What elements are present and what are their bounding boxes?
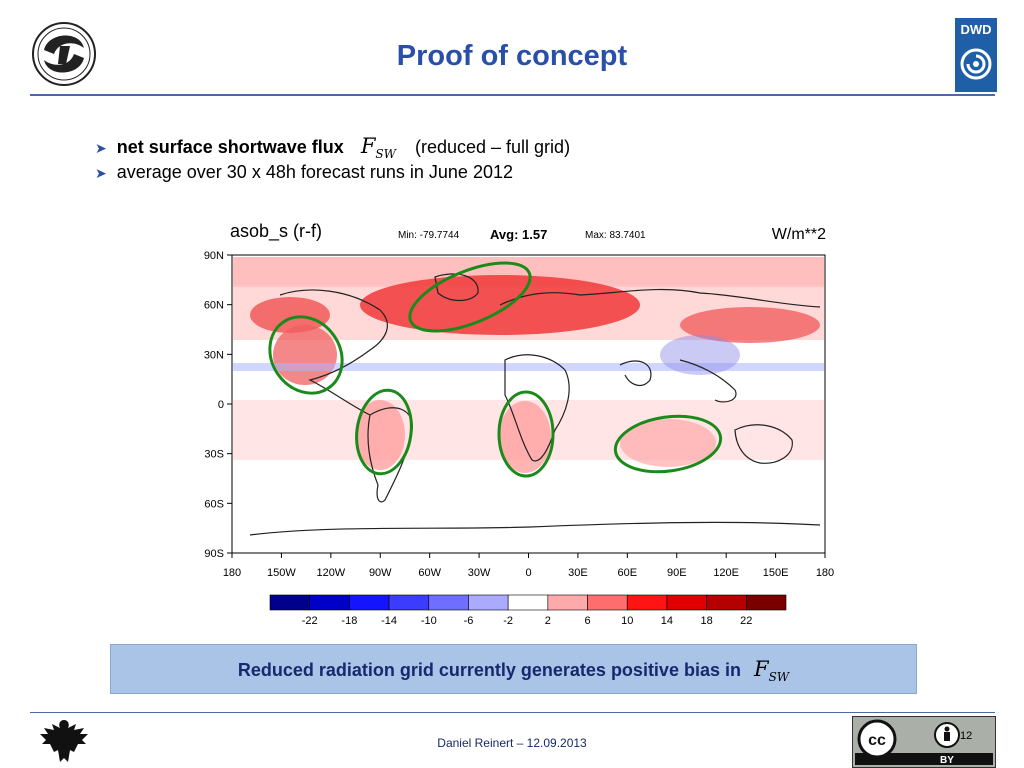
x-tick-label: 90W bbox=[369, 567, 392, 579]
bias-map-chart: asob_s (r-f) Min: -79.7744 Avg: 1.57 Max… bbox=[204, 221, 834, 627]
colorbar-label: 6 bbox=[584, 615, 590, 627]
flux-symbol-sub: SW bbox=[375, 147, 396, 162]
colorbar-segment bbox=[428, 594, 469, 611]
dwd-logo-text: DWD bbox=[960, 22, 992, 37]
colorbar-segment bbox=[746, 594, 787, 611]
chart-title: asob_s (r-f) bbox=[230, 221, 322, 242]
x-tick-label: 120W bbox=[316, 567, 345, 579]
colorbar-label: -6 bbox=[464, 615, 474, 627]
colorbar-label: 14 bbox=[661, 615, 673, 627]
x-tick-label: 0 bbox=[525, 567, 531, 579]
chart-units-label: W/m**2 bbox=[772, 226, 826, 243]
banner-flux-symbol: FSW bbox=[754, 657, 790, 685]
footer-author-date: Daniel Reinert – 12.09.2013 bbox=[437, 736, 587, 750]
colorbar-segment bbox=[666, 594, 707, 611]
cc-by-icon: cc BY bbox=[855, 719, 993, 765]
highlight-ellipse bbox=[408, 261, 532, 333]
colorbar-label: -2 bbox=[503, 615, 513, 627]
bullet-1-bold: net surface shortwave flux bbox=[116, 137, 344, 157]
colorbar-label: 10 bbox=[621, 615, 633, 627]
highlight-ellipse bbox=[613, 414, 723, 474]
colorbar-segment bbox=[547, 594, 588, 611]
y-axis-ticks: 90N 60N 30N 0 30S 60S 90S bbox=[204, 250, 232, 560]
conclusion-banner: Reduced radiation grid currently generat… bbox=[110, 644, 917, 694]
institute-logo bbox=[32, 22, 96, 86]
cc-by-label: BY bbox=[940, 755, 954, 765]
cc-license-badge: cc BY bbox=[852, 716, 996, 768]
x-tick-label: 60W bbox=[418, 567, 441, 579]
y-tick-label: 90N bbox=[204, 250, 224, 262]
chart-min-label: Min: -79.7744 bbox=[398, 230, 460, 241]
x-tick-label: 30W bbox=[468, 567, 491, 579]
x-axis-ticks: 180 150W 120W 90W 60W 30W 0 30E 60E 90E 120E 150E 18… bbox=[223, 553, 834, 579]
federal-eagle-logo bbox=[40, 720, 88, 762]
y-tick-label: 30S bbox=[204, 449, 224, 461]
y-tick-label: 90S bbox=[204, 548, 224, 560]
conclusion-text-line: Reduced radiation grid currently generat… bbox=[111, 645, 916, 693]
bullet-1-rest: (reduced – full grid) bbox=[414, 137, 571, 157]
colorbar-segment bbox=[388, 594, 430, 611]
colorbar-label: 22 bbox=[740, 615, 752, 627]
chart-avg-label: Avg: 1.57 bbox=[490, 227, 547, 242]
banner-flux-main: F bbox=[754, 657, 769, 681]
colorbar-label: -22 bbox=[302, 615, 318, 627]
x-tick-label: 60E bbox=[618, 567, 638, 579]
x-tick-label: 90E bbox=[667, 567, 687, 579]
colorbar-segment bbox=[349, 594, 390, 611]
y-tick-label: 60S bbox=[204, 498, 224, 510]
page-title: Proof of concept bbox=[396, 40, 628, 72]
colorbar-label: 18 bbox=[700, 615, 712, 627]
colorbar: -22 -18 -14 -10 -6 -2 2 6 10 14 18 22 bbox=[269, 594, 787, 627]
y-tick-label: 30N bbox=[204, 349, 224, 361]
colorbar-segment bbox=[706, 594, 747, 611]
colorbar-segment bbox=[626, 594, 668, 611]
dwd-logo: DWD bbox=[955, 18, 997, 92]
flux-symbol: FSW bbox=[360, 134, 396, 162]
highlight-ellipse bbox=[268, 315, 344, 395]
conclusion-text: Reduced radiation grid currently generat… bbox=[237, 660, 741, 680]
colorbar-label: -18 bbox=[341, 615, 357, 627]
bullet-item-1: ➤ net surface shortwave flux FSW (reduced… bbox=[95, 134, 570, 161]
y-tick-label: 0 bbox=[218, 399, 224, 411]
bias-field bbox=[233, 257, 824, 473]
coastlines bbox=[249, 273, 821, 536]
banner-flux-sub: SW bbox=[768, 670, 790, 685]
bullet-arrow-icon: ➤ bbox=[95, 165, 107, 181]
page-number: 12 bbox=[960, 730, 973, 742]
highlight-ellipse bbox=[355, 388, 413, 476]
bullet-arrow-icon: ➤ bbox=[95, 140, 107, 156]
colorbar-label: -10 bbox=[421, 615, 437, 627]
colorbar-segment bbox=[468, 594, 509, 611]
cc-text: cc bbox=[868, 732, 886, 749]
flux-symbol-main: F bbox=[360, 134, 376, 158]
colorbar-segment bbox=[507, 594, 549, 611]
spiral-icon bbox=[960, 48, 992, 80]
footer-divider bbox=[30, 712, 995, 713]
bullet-2-text: average over 30 x 48h forecast runs in J… bbox=[116, 162, 513, 182]
highlight-ellipse bbox=[497, 390, 555, 478]
colorbar-segment bbox=[309, 594, 350, 611]
colorbar-label: 2 bbox=[545, 615, 551, 627]
colorbar-label: -14 bbox=[381, 615, 397, 627]
header-divider bbox=[30, 94, 995, 96]
chart-max-label: Max: 83.7401 bbox=[585, 230, 646, 241]
x-tick-label: 180 bbox=[816, 567, 834, 579]
x-tick-label: 150W bbox=[267, 567, 296, 579]
x-tick-label: 30E bbox=[568, 567, 588, 579]
highlight-regions bbox=[268, 261, 723, 478]
x-tick-label: 120E bbox=[713, 567, 739, 579]
bullet-item-2: ➤ average over 30 x 48h forecast runs in … bbox=[95, 162, 513, 183]
y-tick-label: 60N bbox=[204, 300, 224, 312]
x-tick-label: 180 bbox=[223, 567, 241, 579]
colorbar-segment bbox=[587, 594, 628, 611]
colorbar-segment bbox=[269, 594, 310, 611]
x-tick-label: 150E bbox=[763, 567, 789, 579]
